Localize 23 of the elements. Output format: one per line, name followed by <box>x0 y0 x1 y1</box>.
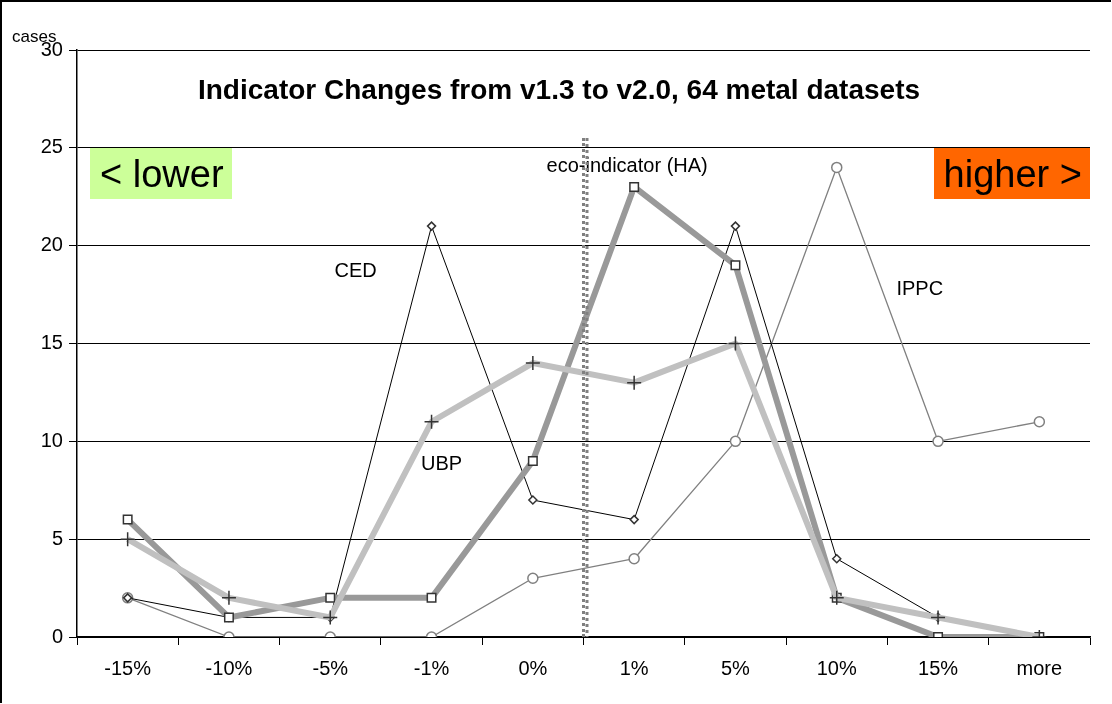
x-tick-label: -15% <box>104 656 152 679</box>
x-tick-label: 15% <box>918 656 959 679</box>
x-tick-label: 1% <box>619 656 649 679</box>
y-tick-label: 25 <box>40 135 63 158</box>
y-tick-label: 20 <box>40 233 63 256</box>
annotation: higher > <box>933 148 1090 199</box>
series-label: UBP <box>420 452 463 475</box>
y-tick-label: 0 <box>51 624 63 647</box>
series-label: eco-indicator (HA) <box>546 154 708 177</box>
y-tick-label: 15 <box>40 331 63 354</box>
x-tick-label: 0% <box>518 656 548 679</box>
x-tick-label: -10% <box>205 656 253 679</box>
x-tick-label: 5% <box>721 656 751 679</box>
series-label: IPPC <box>896 276 944 299</box>
annotation: < lower <box>90 148 232 199</box>
text: Indicator Changes from v1.3 to v2.0, 64 metal datasets <box>197 73 921 105</box>
x-tick-label: -1% <box>413 656 450 679</box>
y-tick-label: 10 <box>40 428 63 451</box>
x-tick-label: 10% <box>816 656 857 679</box>
x-tick-label: more <box>1016 656 1063 679</box>
y-tick-label: 5 <box>51 526 63 549</box>
series-label: CED <box>334 258 377 281</box>
x-tick-label: -5% <box>312 656 349 679</box>
